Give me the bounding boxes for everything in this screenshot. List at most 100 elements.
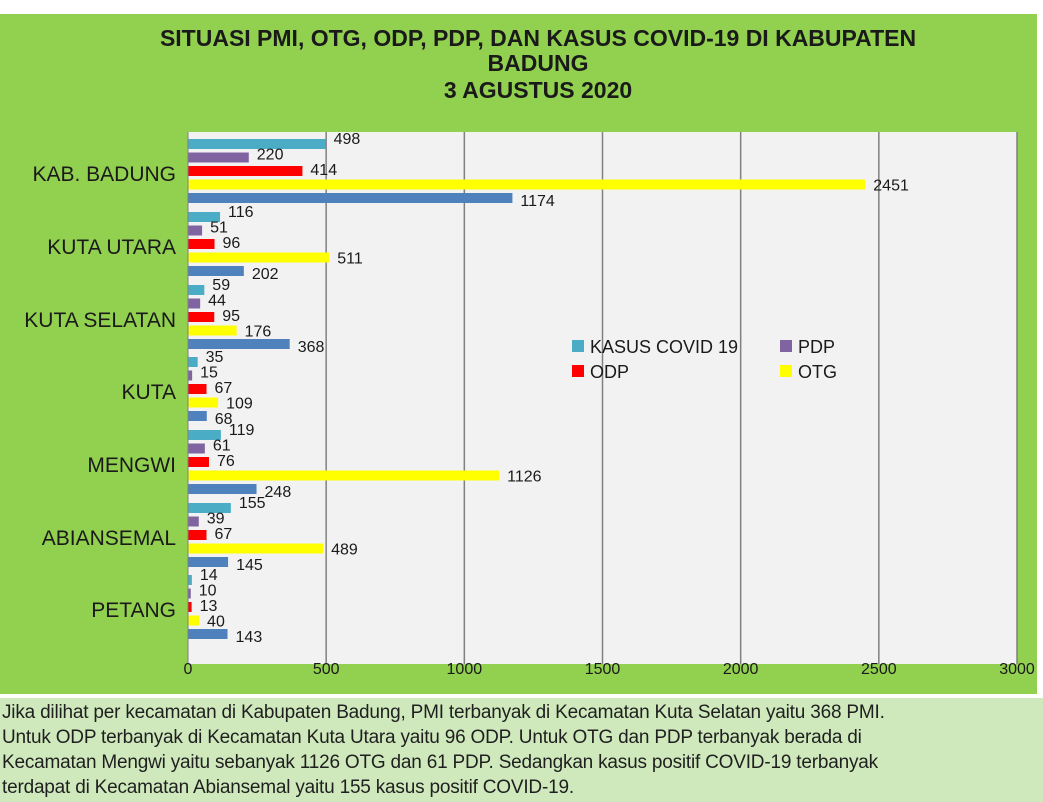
bar (188, 602, 192, 612)
data-label: 14 (200, 567, 218, 584)
category-label: KUTA UTARA (47, 236, 176, 259)
legend-swatch (572, 365, 584, 377)
chart-title-line: BADUNG (488, 50, 589, 76)
data-label: 220 (257, 147, 284, 164)
data-label: 13 (200, 598, 218, 615)
bar (188, 397, 219, 408)
bar (188, 166, 303, 176)
x-tick-label: 2500 (861, 661, 897, 678)
bar (188, 357, 198, 367)
bar (188, 443, 205, 454)
bar (188, 629, 228, 639)
caption-line: Kecamatan Mengwi yaitu sebanyak 1126 OTG… (2, 752, 878, 773)
data-label: 61 (213, 438, 231, 455)
data-label: 143 (236, 629, 263, 646)
bar (188, 457, 210, 467)
x-tick-label: 3000 (999, 661, 1035, 678)
bar (188, 312, 215, 322)
data-label: 145 (236, 557, 263, 574)
legend-swatch (780, 340, 792, 352)
bar (188, 470, 500, 481)
bar (188, 384, 207, 394)
bar (188, 225, 203, 236)
data-label: 489 (331, 542, 358, 559)
bar-chart: SITUASI PMI, OTG, ODP, PDP, DAN KASUS CO… (24, 25, 1035, 678)
data-label: 35 (206, 349, 224, 366)
data-label: 498 (334, 131, 361, 148)
legend-label: OTG (798, 362, 837, 382)
data-label: 44 (208, 293, 226, 310)
caption: Jika dilihat per kecamatan di Kabupaten … (0, 698, 1043, 802)
caption-line: terdapat di Kecamatan Abiansemal yaitu 1… (2, 777, 574, 798)
legend-label: PDP (798, 337, 835, 357)
chart-panel: SITUASI PMI, OTG, ODP, PDP, DAN KASUS CO… (0, 14, 1037, 694)
bar (188, 325, 237, 336)
data-label: 368 (298, 339, 325, 356)
bar (188, 530, 207, 540)
data-label: 155 (239, 495, 266, 512)
caption-line: Jika dilihat per kecamatan di Kabupaten … (2, 702, 885, 723)
legend-swatch (780, 365, 792, 377)
category-label: PETANG (91, 599, 176, 622)
bar (188, 212, 221, 222)
bar (188, 252, 330, 263)
bar (188, 179, 866, 190)
bar (188, 516, 199, 527)
data-label: 176 (245, 324, 272, 341)
data-label: 511 (337, 251, 363, 268)
data-label: 116 (228, 204, 254, 221)
bar (188, 239, 215, 249)
category-label: KUTA (122, 381, 176, 404)
bar (188, 298, 201, 309)
legend-label: KASUS COVID 19 (590, 337, 738, 357)
x-tick-label: 1500 (585, 661, 621, 678)
bar (188, 557, 229, 567)
data-label: 40 (207, 614, 225, 631)
bar (188, 588, 191, 599)
data-label: 59 (212, 277, 230, 294)
bar (188, 370, 193, 381)
category-label: ABIANSEMAL (42, 527, 176, 550)
x-tick-label: 0 (184, 661, 193, 678)
legend-swatch (572, 340, 584, 352)
category-label: KUTA SELATAN (24, 309, 176, 332)
legend-label: ODP (590, 362, 629, 382)
bar (188, 139, 326, 149)
data-label: 96 (223, 235, 241, 252)
bar (188, 615, 200, 626)
bar (188, 339, 290, 349)
bar (188, 411, 207, 421)
data-label: 2451 (873, 178, 909, 195)
data-label: 67 (215, 380, 233, 397)
data-label: 119 (229, 422, 255, 439)
data-label: 1126 (507, 469, 542, 486)
x-tick-label: 500 (313, 661, 340, 678)
data-label: 15 (200, 365, 218, 382)
data-label: 414 (310, 162, 337, 179)
data-label: 1174 (520, 193, 555, 210)
bar (188, 430, 221, 440)
data-label: 76 (217, 453, 235, 470)
data-label: 51 (210, 220, 228, 237)
data-label: 248 (265, 484, 292, 501)
data-label: 202 (252, 266, 279, 283)
data-label: 39 (207, 511, 225, 528)
bar (188, 484, 257, 494)
bar (188, 193, 513, 203)
bar (188, 575, 192, 585)
data-label: 109 (226, 396, 253, 413)
bar (188, 543, 324, 554)
chart-title-line: 3 AGUSTUS 2020 (444, 77, 632, 103)
bar (188, 503, 231, 513)
x-tick-label: 1000 (447, 661, 483, 678)
caption-line: Untuk ODP terbanyak di Kecamatan Kuta Ut… (2, 727, 862, 748)
data-label: 68 (215, 411, 233, 428)
data-label: 95 (222, 308, 240, 325)
category-label: KAB. BADUNG (32, 163, 176, 186)
bar (188, 266, 244, 276)
category-label: MENGWI (87, 454, 176, 477)
data-label: 67 (215, 526, 233, 543)
data-label: 10 (199, 583, 217, 600)
bar (188, 152, 249, 163)
